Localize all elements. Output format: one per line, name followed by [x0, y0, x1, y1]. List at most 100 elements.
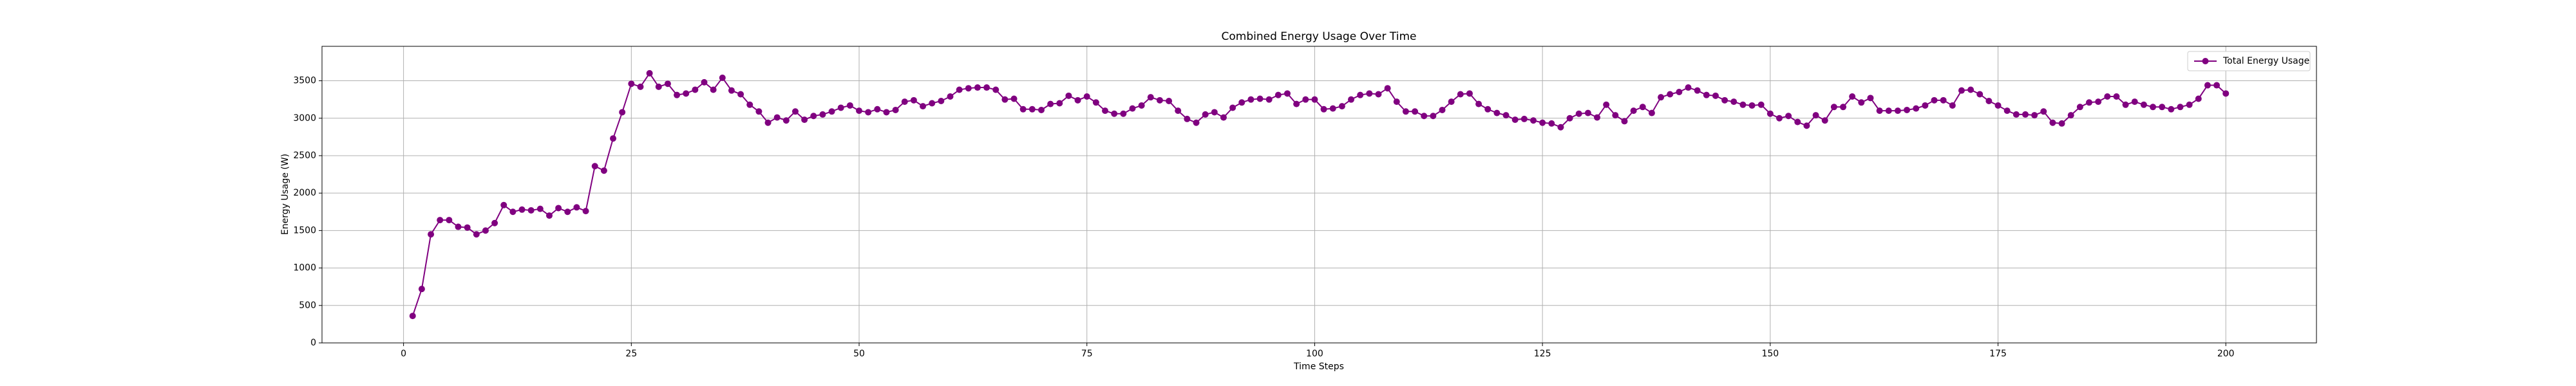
y-tick-label: 1500 [293, 225, 316, 235]
data-point [992, 86, 999, 93]
data-point [482, 227, 489, 234]
data-point [1548, 120, 1555, 127]
data-point [728, 87, 735, 94]
data-point [1867, 95, 1874, 102]
data-point [1129, 105, 1136, 112]
data-point [1994, 102, 2002, 109]
data-point [1421, 113, 1428, 120]
data-point [1676, 89, 1683, 96]
x-tick-label: 125 [1534, 349, 1551, 359]
data-point [2113, 93, 2120, 100]
y-tick-label: 3000 [293, 113, 316, 124]
data-point [1885, 107, 1892, 115]
data-point [1019, 106, 1027, 113]
data-point [1511, 116, 1519, 124]
data-point [646, 69, 653, 77]
data-point [883, 109, 890, 116]
data-point [1812, 112, 1819, 119]
data-point [1830, 104, 1837, 111]
data-point [892, 106, 899, 113]
data-point [2186, 101, 2193, 108]
data-point [1247, 96, 1255, 103]
data-point [1922, 102, 1929, 109]
data-point [1037, 106, 1045, 113]
data-point [1375, 91, 1382, 98]
data-point [1229, 104, 1236, 111]
data-point [1384, 85, 1391, 92]
data-point [536, 205, 544, 212]
data-point [655, 83, 662, 90]
x-axis-label: Time Steps [1293, 362, 1344, 372]
data-point [2022, 111, 2029, 118]
data-point [974, 84, 981, 91]
data-point [1803, 122, 1810, 129]
legend-box [2187, 51, 2311, 71]
data-point [1329, 105, 1336, 112]
data-point [2031, 112, 2038, 119]
x-tick-label: 100 [1306, 349, 1323, 359]
data-point [1594, 114, 1601, 121]
data-point [1202, 111, 1209, 118]
data-point [1138, 102, 1145, 109]
data-point [619, 109, 626, 116]
data-point [1967, 86, 1975, 93]
data-point [1283, 90, 1291, 97]
data-point [2222, 90, 2230, 97]
data-point [810, 113, 817, 120]
data-point [1739, 101, 1747, 108]
data-point [1393, 98, 1400, 106]
data-point [1065, 92, 1072, 99]
data-point [1849, 93, 1856, 100]
data-point [846, 102, 853, 109]
data-point [1466, 90, 1473, 97]
data-point [1730, 98, 1738, 106]
data-point [1612, 112, 1619, 119]
data-point [1821, 117, 1828, 124]
data-point [1338, 103, 1345, 110]
data-point [2195, 95, 2202, 102]
data-point [1685, 84, 1692, 91]
data-point [1958, 87, 1965, 94]
data-point [1985, 97, 1993, 104]
data-point [1274, 91, 1282, 98]
y-tick-label: 0 [310, 338, 316, 348]
data-point [1092, 99, 1099, 106]
data-point [437, 217, 444, 224]
x-tick-label: 75 [1081, 349, 1093, 359]
data-point [573, 204, 580, 211]
data-point [1976, 91, 1984, 98]
data-point [837, 104, 844, 111]
data-point [1457, 91, 1464, 98]
data-point [600, 167, 607, 174]
data-point [1156, 96, 1163, 104]
data-point [947, 93, 954, 100]
data-point [2122, 101, 2129, 108]
y-tick-label: 500 [299, 300, 316, 311]
data-point [746, 101, 753, 108]
data-point [782, 117, 790, 124]
data-point [1858, 99, 1865, 106]
data-point [2204, 82, 2211, 89]
data-point [1001, 96, 1009, 103]
data-point [1776, 115, 1783, 122]
data-point [929, 100, 936, 107]
data-point [1639, 104, 1646, 111]
data-point [764, 119, 772, 126]
data-point [956, 86, 963, 93]
data-point [1840, 104, 1847, 111]
data-point [1913, 105, 1920, 112]
x-tick-label: 0 [401, 349, 406, 359]
data-point [1748, 102, 1756, 109]
data-point [1056, 100, 1063, 107]
x-tick-label: 50 [853, 349, 865, 359]
data-line [412, 72, 2226, 317]
data-point [801, 116, 808, 124]
data-point [2067, 112, 2074, 119]
data-point [1475, 100, 1482, 107]
data-point [628, 80, 635, 87]
data-point [1766, 110, 1774, 117]
data-point [1293, 100, 1300, 107]
data-point [664, 80, 671, 87]
data-point [2131, 98, 2138, 106]
data-point [1621, 118, 1628, 125]
